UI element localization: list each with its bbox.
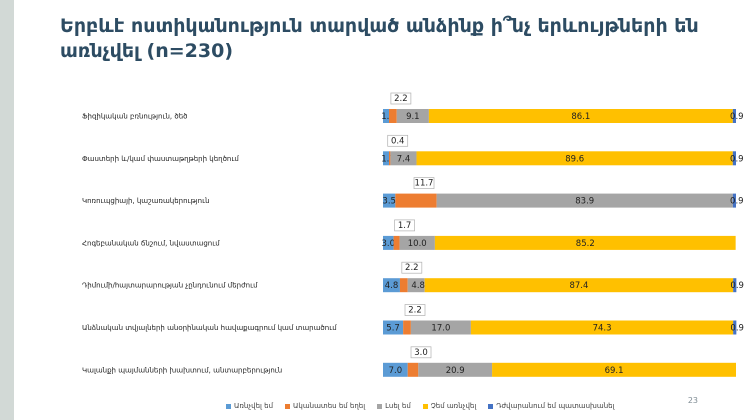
bar-segment	[383, 109, 390, 123]
data-label: 7.4	[397, 154, 411, 164]
data-label: 17.0	[431, 324, 450, 334]
legend-swatch	[488, 403, 494, 409]
data-label: 0.9	[730, 197, 744, 207]
bar-segment	[389, 151, 391, 166]
category-label: Կալանքի պայմանների խախտում, անտարբերությ…	[82, 366, 282, 374]
data-label: 74.3	[593, 324, 612, 334]
data-label: 3.5	[382, 197, 396, 207]
bar-segment	[396, 109, 429, 123]
data-label: 0.9	[730, 324, 744, 334]
data-label: 9.1	[406, 112, 420, 122]
data-label-box	[387, 134, 409, 147]
legend-swatch	[422, 403, 428, 409]
data-label: 3.0	[382, 239, 396, 249]
legend-swatch	[377, 403, 383, 409]
bar-segment	[492, 362, 736, 377]
bar-segment	[436, 193, 733, 208]
slide-title: Երբևէ ոստիկանություն տարված անձինք ի՞նչ …	[60, 15, 699, 62]
bar-segment	[416, 151, 733, 166]
bar-segment	[434, 235, 736, 250]
bar-segment	[407, 362, 419, 377]
legend-item: Լսել եմ	[377, 402, 411, 410]
legend-item: Դժվարանում եմ պատասխանել	[488, 402, 615, 410]
data-label-box	[410, 346, 432, 359]
data-label: 0.9	[730, 154, 744, 164]
bar-segment	[428, 109, 733, 123]
data-label: 83.9	[575, 197, 594, 207]
legend-item: Ականատես եմ եղել	[285, 402, 365, 410]
bar-segment	[732, 193, 736, 208]
data-label: 11.7	[415, 179, 434, 189]
legend-item: Չեմ առնչվել	[422, 402, 477, 410]
data-label: 86.1	[571, 112, 590, 122]
bar-segment	[383, 362, 408, 377]
data-label: 2.2	[394, 94, 408, 104]
data-label: 4.8	[411, 281, 425, 291]
bar-segment	[383, 278, 400, 293]
legend-label: Չեմ առնչվել	[430, 402, 477, 410]
bar-segment	[383, 151, 390, 166]
bar-segment	[395, 193, 437, 208]
data-label: 5.7	[386, 324, 400, 334]
legend-label: Դժվարանում եմ պատասխանել	[496, 402, 615, 410]
data-label: 20.9	[446, 366, 465, 376]
category-label: Ֆիզիկական բռնություն, ծեծ	[82, 113, 188, 121]
page-number: 23	[687, 396, 698, 405]
bar-segment	[383, 235, 394, 250]
bar-segment	[733, 320, 737, 335]
data-label-box	[401, 261, 423, 274]
chart-legend: Առնչվել եմ Ականատես եմ եղել Լսել եմ Չեմ առն…	[226, 402, 615, 410]
bar-segment	[403, 320, 411, 335]
data-label: 0.9	[730, 112, 744, 122]
category-label: Անձնական տվյալների անօրինական հավաքագրու…	[82, 324, 337, 332]
category-label: Դիմումի/հայտարարության չընդունում մերժու…	[82, 282, 258, 290]
legend-label: Ականատես եմ եղել	[293, 402, 366, 410]
bar-segment	[418, 362, 493, 377]
bar-segment	[383, 320, 404, 335]
data-label-box	[404, 304, 426, 316]
data-label: 1.7	[398, 221, 412, 231]
bar-segment	[470, 320, 734, 335]
data-label: 10.0	[408, 239, 427, 249]
data-label: 3.0	[414, 348, 428, 358]
data-label: 7.0	[389, 366, 403, 376]
bar-segment	[732, 151, 736, 166]
data-label: 89.6	[565, 154, 584, 164]
legend-label: Լսել եմ	[385, 402, 411, 410]
legend-swatch	[226, 403, 231, 409]
data-label: 87.4	[569, 281, 588, 291]
data-label: 4.8	[385, 281, 399, 291]
data-label: 2.2	[408, 306, 422, 316]
category-label: Հոգեբանական ճնշում, նվաստացում	[82, 239, 220, 247]
bar-segment	[389, 109, 397, 123]
legend-label: Առնչվել եմ	[234, 402, 274, 410]
legend-swatch	[285, 403, 291, 409]
left-accent-strip	[0, 0, 14, 420]
bar-segment	[407, 278, 425, 293]
data-label: 0.4	[391, 136, 405, 146]
bar-segment	[383, 193, 396, 208]
bar-segment	[732, 109, 736, 123]
bar-segment	[424, 278, 734, 293]
data-label: 1.7	[381, 112, 395, 122]
bar-segment	[410, 320, 471, 335]
data-label-box	[413, 177, 435, 189]
bar-segment	[390, 151, 417, 166]
data-label-box	[394, 219, 415, 232]
data-label: 1.7	[381, 154, 395, 164]
data-label: 85.2	[576, 239, 595, 249]
bar-segment	[733, 278, 737, 293]
legend-item: Առնչվել եմ	[226, 402, 273, 410]
bar-segment	[393, 235, 400, 250]
category-label: Փաստերի և/կամ փաստաթղթերի կեղծում	[82, 155, 239, 163]
category-label: Կոռուպցիայի, կաշառակերություն	[82, 197, 210, 205]
data-label: 69.1	[605, 366, 624, 376]
bar-segment	[399, 235, 435, 250]
data-label-box	[390, 92, 412, 105]
bar-segment	[399, 278, 408, 293]
data-label: 2.2	[405, 263, 419, 273]
data-label: 0.9	[730, 281, 744, 291]
